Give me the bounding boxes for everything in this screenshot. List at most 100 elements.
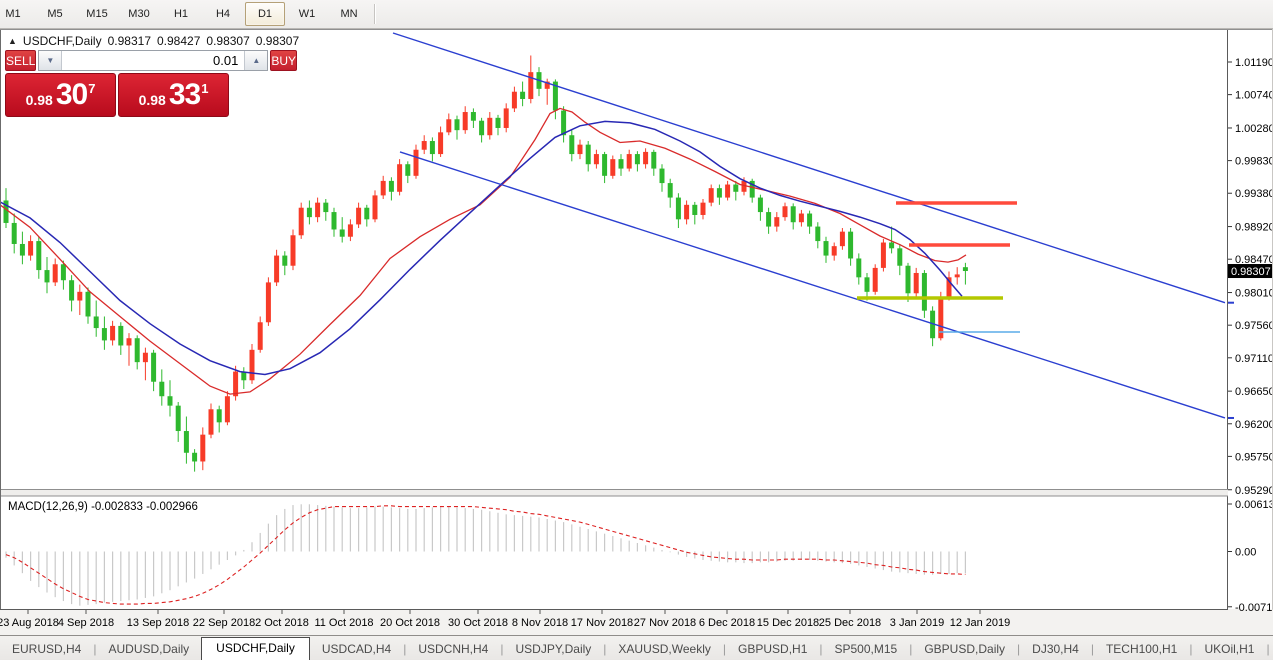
svg-text:13 Sep 2018: 13 Sep 2018: [127, 617, 189, 629]
buy-price-big: 33: [168, 78, 201, 111]
svg-text:0.95290: 0.95290: [1235, 485, 1273, 497]
symbol-period-label: USDCHF,Daily: [22, 34, 102, 48]
svg-text:3 Jan 2019: 3 Jan 2019: [890, 617, 944, 629]
svg-text:8 Nov 2018: 8 Nov 2018: [512, 617, 568, 629]
timeframe-button-m30[interactable]: M30: [128, 8, 150, 20]
tab-divider: |: [1090, 642, 1094, 656]
svg-text:1.00280: 1.00280: [1235, 123, 1273, 135]
tab-divider: |: [1017, 642, 1021, 656]
svg-text:4 Sep 2018: 4 Sep 2018: [58, 617, 114, 629]
svg-text:30 Oct 2018: 30 Oct 2018: [448, 617, 508, 629]
horizontal-lines[interactable]: [857, 201, 1020, 333]
svg-text:17 Nov 2018: 17 Nov 2018: [571, 617, 633, 629]
svg-text:0.97110: 0.97110: [1235, 353, 1273, 365]
tab-dj30-h4[interactable]: DJ30,H4: [1032, 642, 1079, 656]
low-value: 0.98307: [206, 34, 250, 48]
chart-canvas[interactable]: 1.01190 1.00740 1.00280 0.99830 0.99380 0.989…: [0, 0, 1273, 635]
tab-ukoil-h1[interactable]: UKOil,H1: [1204, 642, 1255, 656]
tab-divider: |: [909, 642, 913, 656]
svg-text:1.01190: 1.01190: [1235, 57, 1273, 69]
timeframe-toolbar: M1 M5 M15 M30 H1 H4 D1 W1 MN: [0, 0, 1273, 29]
buy-price-prefix: 0.98: [138, 92, 166, 108]
svg-text:0.00: 0.00: [1235, 547, 1256, 559]
svg-text:0.98920: 0.98920: [1235, 222, 1273, 234]
timeframe-button-d1[interactable]: D1: [245, 2, 285, 26]
tab-divider: |: [403, 642, 407, 656]
close-value: 0.98307: [255, 34, 300, 48]
svg-text:2 Oct 2018: 2 Oct 2018: [255, 617, 309, 629]
buy-button[interactable]: BUY: [270, 50, 298, 71]
svg-text:11 Oct 2018: 11 Oct 2018: [314, 617, 373, 629]
macd-signal-line: [5, 505, 966, 605]
ma-slow-line: [0, 120, 963, 376]
volume-decrease-icon[interactable]: ▼: [39, 51, 63, 70]
window-splitter[interactable]: [0, 489, 1228, 497]
tab-eurusd-h4[interactable]: EURUSD,H4: [12, 642, 82, 656]
buy-price-pip: 1: [201, 80, 209, 96]
tab-divider: |: [1266, 642, 1270, 656]
svg-text:0.95750: 0.95750: [1235, 451, 1273, 463]
svg-text:20 Oct 2018: 20 Oct 2018: [380, 617, 440, 629]
tab-audusd-daily[interactable]: AUDUSD,Daily: [108, 642, 190, 656]
chart-tab-bar: EURUSD,H4 | AUDUSD,Daily USDCHF,Daily USDCAD…: [0, 635, 1273, 660]
buy-price-button[interactable]: 0.98 33 1: [118, 73, 229, 117]
svg-text:25 Dec 2018: 25 Dec 2018: [819, 617, 881, 629]
svg-text:0.98470: 0.98470: [1235, 254, 1273, 266]
svg-text:23 Aug 2018: 23 Aug 2018: [0, 617, 59, 629]
tab-divider: |: [1189, 642, 1193, 656]
svg-text:0.98307: 0.98307: [1231, 266, 1271, 278]
chart-background: [0, 29, 1273, 635]
svg-text:0.98010: 0.98010: [1235, 288, 1273, 300]
timeframe-button-h1[interactable]: H1: [173, 8, 189, 20]
sell-price-pip: 7: [88, 80, 96, 96]
volume-stepper: ▼ ▲: [38, 50, 269, 71]
tab-gbpusd-daily[interactable]: GBPUSD,Daily: [924, 642, 1006, 656]
collapse-panel-icon[interactable]: ▲: [8, 36, 17, 46]
tab-usdjpy-daily[interactable]: USDJPY,Daily: [515, 642, 592, 656]
timeframe-button-mn[interactable]: MN: [340, 8, 358, 20]
macd-indicator-label: MACD(12,26,9) -0.002833 -0.002966: [8, 501, 198, 513]
timeframe-button-m5[interactable]: M5: [47, 8, 63, 20]
trend-channel[interactable]: [392, 32, 1226, 419]
tab-divider: |: [500, 642, 504, 656]
candlesticks: [3, 55, 968, 472]
tab-divider: |: [93, 642, 97, 656]
chart-ohlc-header: ▲ USDCHF,Daily 0.98317 0.98427 0.98307 0…: [8, 34, 299, 48]
svg-text:0.99380: 0.99380: [1235, 188, 1273, 200]
open-value: 0.98317: [107, 34, 151, 48]
tab-sp500-m15[interactable]: SP500,M15: [834, 642, 898, 656]
svg-text:1.00740: 1.00740: [1235, 90, 1273, 102]
tab-usdcnh-h4[interactable]: USDCNH,H4: [418, 642, 489, 656]
tab-tech100-h1[interactable]: TECH100,H1: [1105, 642, 1178, 656]
toolbar-separator: [374, 4, 376, 24]
tab-usdcad-h4[interactable]: USDCAD,H4: [321, 642, 392, 656]
tab-xauusd-weekly[interactable]: XAUUSD,Weekly: [618, 642, 711, 656]
tab-usdchf-daily[interactable]: USDCHF,Daily: [201, 637, 310, 660]
timeframe-button-m15[interactable]: M15: [86, 8, 108, 20]
timeframe-button-h4[interactable]: H4: [215, 8, 231, 20]
volume-input[interactable]: [62, 51, 245, 70]
svg-text:12 Jan 2019: 12 Jan 2019: [950, 617, 1011, 629]
tab-u[interactable]: U: [1270, 639, 1273, 660]
tab-divider: |: [819, 642, 823, 656]
timeframe-button-m1[interactable]: M1: [5, 8, 21, 20]
tab-gbpusd-h1[interactable]: GBPUSD,H1: [738, 642, 808, 656]
svg-text:0.99830: 0.99830: [1235, 156, 1273, 168]
current-price-tag: 0.98307: [1228, 264, 1273, 279]
sell-price-prefix: 0.98: [25, 92, 53, 108]
svg-text:0.97560: 0.97560: [1235, 320, 1273, 332]
tab-divider: |: [722, 642, 727, 656]
svg-text:15 Dec 2018: 15 Dec 2018: [757, 617, 819, 629]
svg-text:0.006137: 0.006137: [1235, 499, 1273, 511]
svg-text:-0.007142: -0.007142: [1235, 602, 1273, 614]
svg-text:22 Sep 2018: 22 Sep 2018: [193, 617, 255, 629]
svg-text:27 Nov 2018: 27 Nov 2018: [634, 617, 696, 629]
volume-increase-icon[interactable]: ▲: [244, 51, 268, 70]
tab-divider: |: [603, 642, 607, 656]
sell-button[interactable]: SELL: [5, 50, 37, 71]
sell-price-button[interactable]: 0.98 30 7: [5, 73, 116, 117]
date-axis-strip: [0, 609, 1273, 635]
timeframe-button-w1[interactable]: W1: [298, 8, 316, 20]
